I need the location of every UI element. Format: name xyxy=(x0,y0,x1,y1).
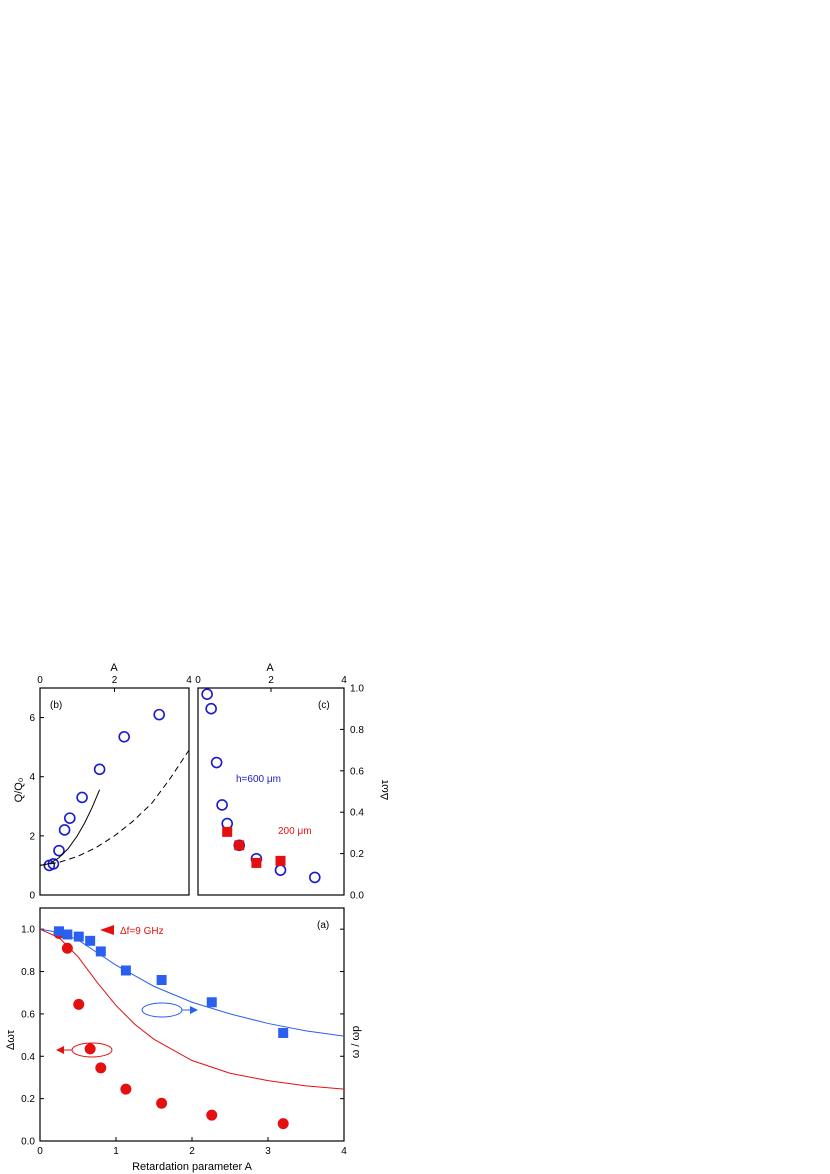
panel-c-series-label-600: h=600 μm xyxy=(236,774,281,785)
panel-c-top-xlabel: A xyxy=(266,662,274,674)
panel-c: (c) A Δωτ h=600 μm 200 μm 0 2 4 0.0 0.2 0.4 0.… xyxy=(195,662,391,902)
series-line-1-2 xyxy=(40,749,189,866)
x-tick-label: 3 xyxy=(265,1146,271,1157)
y-tick-label: 0.8 xyxy=(21,967,35,978)
y-tick-label: 1.0 xyxy=(21,925,35,936)
series-line-0-2 xyxy=(40,928,344,1037)
y-tick-label: 4 xyxy=(29,772,35,783)
data-point xyxy=(73,931,84,942)
y-tick-label: 1.0 xyxy=(350,684,364,695)
x-tick-label: 4 xyxy=(341,675,347,686)
panel-c-ticks: 0 2 4 0.0 0.2 0.4 0.6 0.8 1.0 xyxy=(195,675,364,902)
panel-b-series xyxy=(40,708,189,872)
data-point xyxy=(275,855,286,866)
panel-b-ylabel: Q/Q₀ xyxy=(13,778,25,803)
y-tick-label: 6 xyxy=(29,713,35,724)
panel-c-frame xyxy=(197,687,345,896)
y-tick-label: 0 xyxy=(29,891,35,902)
y-tick-label: 0.0 xyxy=(21,1137,35,1148)
data-point xyxy=(205,702,217,715)
data-point xyxy=(153,708,165,721)
panel-c-label: (c) xyxy=(318,700,330,711)
data-point xyxy=(274,864,287,876)
panel-c-series-label-200: 200 μm xyxy=(278,826,312,837)
panel-a-xlabel: Retardation parameter A xyxy=(132,1161,253,1173)
x-tick-label: 0 xyxy=(37,675,43,686)
panel-a-ylabel-right: ω / ωp xyxy=(350,1026,362,1058)
data-point xyxy=(95,1062,107,1074)
data-point xyxy=(54,926,64,937)
panel-a: (a) Retardation parameter A Δωτ ω / ωp Δ… xyxy=(5,907,362,1173)
y-tick-label: 0.0 xyxy=(350,891,364,902)
data-point xyxy=(95,946,106,957)
y-tick-label: 0.8 xyxy=(350,725,364,736)
annotation-arrow-icon xyxy=(100,925,114,935)
series-line-1-1 xyxy=(40,789,101,866)
y-tick-label: 0.2 xyxy=(350,849,364,860)
data-point xyxy=(222,826,233,837)
data-point xyxy=(62,929,73,940)
panel-a-ylabel-left: Δωτ xyxy=(5,1029,17,1050)
panel-c-series xyxy=(201,688,321,884)
panel-a-series xyxy=(40,926,344,1130)
data-point xyxy=(278,1027,289,1038)
panel-c-ylabel: Δωτ xyxy=(379,779,391,800)
data-point xyxy=(73,998,85,1010)
data-point xyxy=(61,942,73,954)
x-tick-label: 1 xyxy=(113,1146,119,1157)
data-point xyxy=(118,730,130,743)
x-tick-label: 0 xyxy=(37,1146,43,1157)
data-point xyxy=(156,1097,168,1109)
panel-a-ticks: 0 1 2 3 4 0.0 0.2 0.4 0.6 0.8 1.0 xyxy=(21,925,347,1157)
red-rotation-arrow-icon xyxy=(56,1042,113,1058)
data-point xyxy=(308,871,321,884)
data-point xyxy=(156,975,167,986)
panel-b-label: (b) xyxy=(50,700,62,711)
data-point xyxy=(206,1109,218,1121)
x-tick-label: 0 xyxy=(195,675,201,686)
series-line-0-3 xyxy=(40,928,344,1090)
panel-a-label: (a) xyxy=(317,920,329,931)
data-point xyxy=(53,844,65,857)
x-tick-label: 4 xyxy=(186,675,192,686)
data-point xyxy=(216,799,228,811)
data-point xyxy=(201,688,213,701)
y-tick-label: 0.4 xyxy=(21,1052,35,1063)
y-tick-label: 0.4 xyxy=(350,808,364,819)
y-tick-label: 2 xyxy=(29,831,35,842)
x-tick-label: 2 xyxy=(268,675,274,686)
data-point xyxy=(93,763,106,776)
data-point xyxy=(251,857,262,868)
blue-rotation-arrow-icon xyxy=(141,1002,198,1018)
x-tick-label: 2 xyxy=(112,675,118,686)
data-point xyxy=(64,812,76,824)
panel-b-ticks: 0 2 4 0 2 4 6 xyxy=(29,675,192,902)
panel-b-top-xlabel: A xyxy=(110,662,118,674)
data-point xyxy=(76,791,88,804)
data-point xyxy=(210,756,223,769)
panel-b: (b) A Q/Q₀ 0 2 4 0 2 4 6 xyxy=(13,662,192,902)
y-tick-label: 0.6 xyxy=(21,1009,35,1020)
y-tick-label: 0.2 xyxy=(21,1094,35,1105)
panel-b-frame xyxy=(39,687,190,896)
x-tick-label: 4 xyxy=(341,1146,347,1157)
data-point xyxy=(58,824,71,836)
data-point xyxy=(85,935,96,946)
data-point xyxy=(84,1043,96,1055)
data-point xyxy=(206,997,217,1008)
x-tick-label: 2 xyxy=(189,1146,195,1157)
data-point xyxy=(234,840,245,851)
panel-a-annotation: Δf=9 GHz xyxy=(120,926,164,937)
data-point xyxy=(277,1118,289,1130)
y-tick-label: 0.6 xyxy=(350,766,364,777)
data-point xyxy=(120,1083,132,1095)
